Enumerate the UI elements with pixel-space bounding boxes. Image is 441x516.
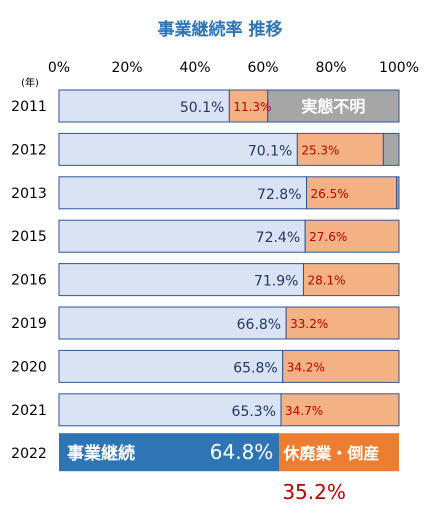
bar-value-label-closed: 34.2%	[287, 360, 325, 374]
bar-value-label-closed: 28.1%	[307, 274, 345, 288]
bar-continue	[58, 219, 306, 253]
bar-unknown	[382, 132, 400, 166]
category-label: 2016	[11, 273, 47, 289]
bar-value-label-continue: 50.1%	[180, 100, 224, 116]
category-label: 2013	[11, 186, 47, 202]
x-tick-label: 0%	[48, 60, 70, 76]
segment-name-continue: 事業継続	[67, 443, 135, 464]
x-tick-label: 100%	[379, 60, 419, 76]
category-label: 2011	[11, 99, 47, 115]
bar-closed	[306, 176, 398, 210]
y-unit-label: (年)	[21, 76, 39, 89]
bar-continue	[58, 176, 308, 210]
category-label: 2012	[11, 142, 47, 158]
segment-name-closed: 休廃業・倒産	[282, 444, 379, 463]
bar-value-label-closed: 27.6%	[309, 230, 347, 244]
bar-unknown	[267, 89, 400, 123]
bar-value-label-continue: 64.8%	[210, 440, 274, 464]
bar-value-label-continue: 66.8%	[237, 317, 281, 333]
bar-value-label-continue: 65.8%	[233, 360, 277, 376]
bar-closed	[282, 349, 400, 383]
bar-continue	[58, 306, 287, 340]
category-label: 2019	[11, 316, 47, 332]
chart-title: 事業継続率 推移	[158, 19, 283, 40]
bar-value-label-continue: 72.4%	[256, 230, 300, 246]
bar-value-label-closed: 33.2%	[290, 317, 328, 331]
x-tick-label: 60%	[247, 60, 278, 76]
bar-continue	[58, 89, 230, 123]
bar-value-label-continue: 65.3%	[232, 404, 276, 420]
bar-value-label-closed: 11.3%	[233, 100, 271, 114]
category-label: 2015	[11, 229, 47, 245]
bar-value-label-continue: 70.1%	[248, 143, 292, 159]
bar-value-label-closed: 26.5%	[311, 187, 349, 201]
bar-value-label-closed: 35.2%	[282, 480, 346, 504]
bar-closed	[285, 306, 400, 340]
bar-closed	[302, 263, 400, 297]
segment-name-unknown: 実態不明	[301, 97, 365, 116]
x-tick-label: 80%	[315, 60, 346, 76]
bar-closed	[228, 89, 269, 123]
bar-closed	[279, 433, 399, 472]
bar-closed	[296, 132, 384, 166]
bar-continue	[58, 263, 304, 297]
category-label: 2020	[11, 359, 47, 375]
bar-closed	[304, 219, 400, 253]
bar-continue	[59, 433, 280, 472]
bar-value-label-continue: 71.9%	[254, 274, 298, 290]
bar-unknown	[396, 176, 400, 210]
category-label: 2022	[11, 446, 47, 462]
x-tick-label: 20%	[111, 60, 142, 76]
bar-closed	[280, 393, 400, 427]
x-tick-label: 40%	[179, 60, 210, 76]
bar-continue	[58, 349, 284, 383]
bar-value-label-closed: 34.7%	[285, 404, 323, 418]
category-label: 2021	[11, 403, 47, 419]
bar-continue	[58, 393, 282, 427]
bar-value-label-continue: 72.8%	[257, 187, 301, 203]
bar-value-label-closed: 25.3%	[301, 143, 339, 157]
